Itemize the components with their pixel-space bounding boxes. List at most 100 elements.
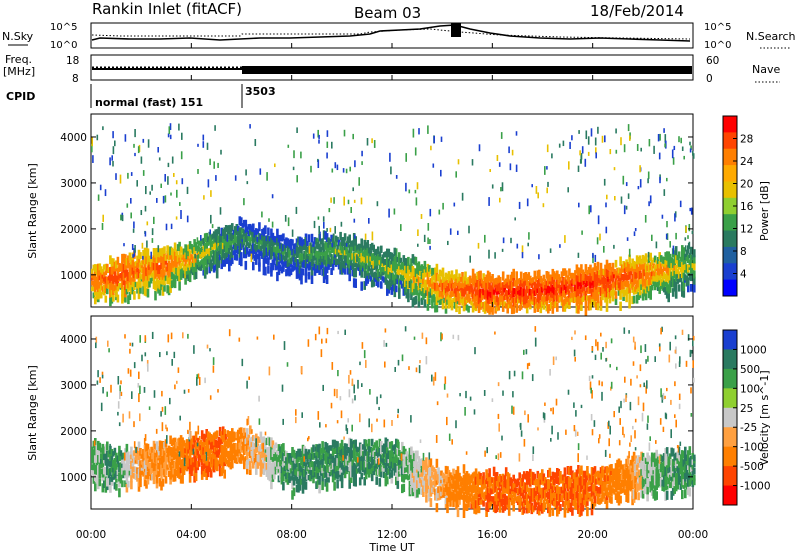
data-cell (403, 484, 406, 492)
data-cell (500, 187, 502, 191)
data-cell (594, 496, 597, 504)
data-cell (626, 182, 628, 186)
data-cell (647, 178, 649, 183)
data-cell (130, 198, 132, 204)
data-cell (143, 170, 145, 176)
data-cell (436, 264, 439, 273)
data-cell (216, 269, 219, 278)
data-cell (180, 210, 182, 219)
data-cell (227, 235, 229, 242)
data-cell (571, 507, 574, 516)
data-cell (145, 206, 147, 212)
data-cell (538, 254, 540, 259)
data-cell (664, 189, 666, 196)
data-cell (334, 226, 336, 234)
data-cell (429, 246, 431, 250)
data-cell (178, 281, 181, 290)
data-cell (133, 291, 136, 300)
data-cell (690, 247, 693, 255)
data-cell (361, 151, 363, 156)
data-cell (120, 175, 122, 184)
data-cell (436, 503, 439, 512)
data-cell (598, 215, 600, 224)
data-cell (603, 246, 605, 253)
data-cell (433, 164, 435, 168)
data-cell (497, 155, 499, 161)
data-cell (409, 190, 411, 194)
data-cell (293, 167, 295, 170)
data-cell (667, 293, 670, 302)
data-cell (479, 271, 482, 280)
data-cell (551, 153, 553, 158)
data-cell (425, 457, 428, 466)
data-cell (522, 245, 524, 253)
data-cell (354, 478, 357, 487)
freq-label-line2: [MHz] (3, 65, 35, 78)
data-cell (130, 447, 133, 455)
data-cell (522, 252, 524, 258)
data-cell (371, 138, 373, 143)
data-cell (115, 484, 118, 491)
data-cell (595, 152, 597, 158)
data-cell (682, 147, 684, 151)
data-cell (187, 216, 189, 223)
data-cell (310, 166, 312, 173)
data-cell (415, 296, 418, 305)
data-cell (197, 144, 199, 147)
data-cell (91, 137, 93, 146)
data-cell (531, 184, 533, 187)
data-cell (145, 186, 147, 194)
data-cell (166, 224, 168, 231)
data-cell (479, 144, 481, 151)
data-cell (313, 134, 315, 139)
data-cell (123, 243, 125, 246)
data-cell (581, 231, 583, 235)
data-cell (171, 224, 173, 229)
nsky-label: N.Sky (2, 30, 34, 43)
cpid-segment-2: 3503 (245, 85, 276, 98)
data-cell (92, 155, 94, 163)
data-cell (543, 203, 545, 207)
data-cell (689, 224, 691, 231)
data-cell (564, 467, 567, 476)
data-cell (368, 439, 371, 446)
data-cell (216, 430, 219, 437)
data-cell (326, 275, 329, 284)
data-cell (377, 201, 379, 206)
data-cell (152, 238, 154, 243)
nave-tick-high: 60 (706, 55, 719, 67)
data-cell (187, 187, 189, 194)
data-cell (380, 471, 383, 478)
data-cell (439, 210, 441, 215)
data-cell (138, 146, 140, 153)
data-cell (348, 273, 351, 282)
data-cell (689, 208, 691, 211)
data-cell (106, 442, 109, 451)
data-cell (165, 195, 167, 202)
data-cell (441, 137, 443, 142)
data-cell (424, 235, 426, 242)
data-cell (147, 289, 150, 298)
data-cell (407, 289, 410, 298)
velocity-scatter-area (91, 326, 696, 518)
data-cell (350, 207, 352, 213)
data-cell (353, 256, 355, 263)
data-cell (633, 296, 636, 304)
data-cell (236, 254, 239, 261)
data-cell (693, 249, 696, 257)
data-cell (356, 254, 358, 262)
data-cell (482, 472, 485, 478)
data-cell (145, 231, 147, 236)
data-cell (649, 253, 652, 261)
data-cell (637, 144, 639, 151)
data-cell (169, 126, 171, 134)
data-cell (472, 159, 474, 165)
data-cell (467, 306, 470, 313)
data-cell (458, 306, 461, 314)
data-cell (361, 161, 363, 165)
data-cell (508, 507, 511, 516)
data-cell (268, 218, 270, 222)
data-cell (619, 496, 622, 504)
data-cell (405, 183, 407, 192)
data-cell (502, 182, 504, 191)
